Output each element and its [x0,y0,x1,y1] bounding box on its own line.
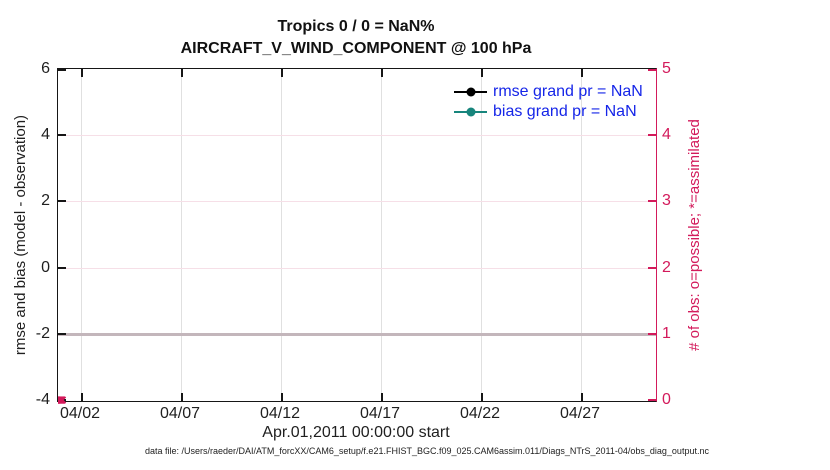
title-line-2: AIRCRAFT_V_WIND_COMPONENT @ 100 hPa [180,40,532,57]
left-tick-label: 4 [41,126,50,143]
vertical-gridline [481,69,482,401]
legend-row-rmse: rmse grand pr = NaN [454,82,643,102]
right-axis-tick [648,69,656,71]
legend-label-bias: bias grand pr = NaN [493,103,637,120]
bottom-axis-tick [581,393,583,401]
legend-label-rmse: rmse grand pr = NaN [493,83,643,100]
right-axis-label: # of obs: o=possible; *=assimilated [686,119,703,351]
vertical-gridline [381,69,382,401]
vertical-gridline [181,69,182,401]
x-tick-label: 04/27 [559,405,601,422]
left-axis-tick [58,134,66,136]
left-tick-label: 6 [41,60,50,77]
top-axis-tick [181,69,183,77]
top-axis-tick [281,69,283,77]
right-tick-label: 4 [662,126,671,143]
bottom-axis-tick [381,393,383,401]
left-tick-label: 2 [41,192,50,209]
bottom-axis-tick [481,393,483,401]
bottom-axis-tick [181,393,183,401]
vertical-gridline [581,69,582,401]
x-tick-label: 04/02 [59,405,101,422]
left-axis-tick [58,69,66,71]
x-tick-label: 04/07 [159,405,201,422]
left-axis-tick [58,200,66,202]
x-axis-label: Apr.01,2011 00:00:00 start [262,424,450,441]
zero-reference-line [58,333,656,336]
left-axis-tick [58,267,66,269]
legend-row-bias: bias grand pr = NaN [454,102,643,122]
right-tick-label: 3 [662,192,671,209]
right-axis-tick [648,333,656,335]
right-tick-label: 5 [662,60,671,77]
horizontal-gridline [58,135,656,136]
right-tick-label: 2 [662,259,671,276]
bias-line-sample [454,107,487,117]
left-tick-label: 0 [41,259,50,276]
right-axis-tick [648,200,656,202]
right-axis-tick [648,399,656,401]
right-tick-label: 1 [662,325,671,342]
chart-title: Tropics 0 / 0 = NaN% AIRCRAFT_V_WIND_COM… [57,16,655,60]
horizontal-gridline [58,201,656,202]
plot-area: ××××××××××××××××××××××××××××××××××××××××… [57,68,657,409]
bottom-axis-tick [81,393,83,401]
title-line-1: Tropics 0 / 0 = NaN% [277,18,435,35]
x-tick-label: 04/22 [459,405,501,422]
legend: rmse grand pr = NaN bias grand pr = NaN [454,82,643,122]
left-axis-tick [58,333,66,335]
data-file-path: data file: /Users/raeder/DAI/ATM_forcXX/… [145,446,709,456]
left-tick-label: -4 [35,391,50,408]
rmse-line-sample [454,87,487,97]
x-tick-label: 04/17 [359,405,401,422]
right-tick-label: 0 [662,391,671,408]
assimilated-markers-band: ××××××××××××××××××××××××××××××××××××××××… [58,388,656,414]
top-axis-tick [481,69,483,77]
left-axis-tick [58,399,66,401]
rmse-circle-marker-icon [466,87,475,97]
bottom-axis-tick [281,393,283,401]
left-tick-label: -2 [35,325,50,342]
right-axis-tick [648,134,656,136]
top-axis-tick [81,69,83,77]
vertical-gridline [281,69,282,401]
right-axis-tick [648,267,656,269]
left-axis-label: rmse and bias (model - observation) [12,114,29,356]
horizontal-gridline [58,268,656,269]
top-axis-tick [581,69,583,77]
bias-circle-marker-icon [466,107,475,117]
x-tick-label: 04/12 [259,405,301,422]
vertical-gridline [81,69,82,401]
top-axis-tick [381,69,383,77]
